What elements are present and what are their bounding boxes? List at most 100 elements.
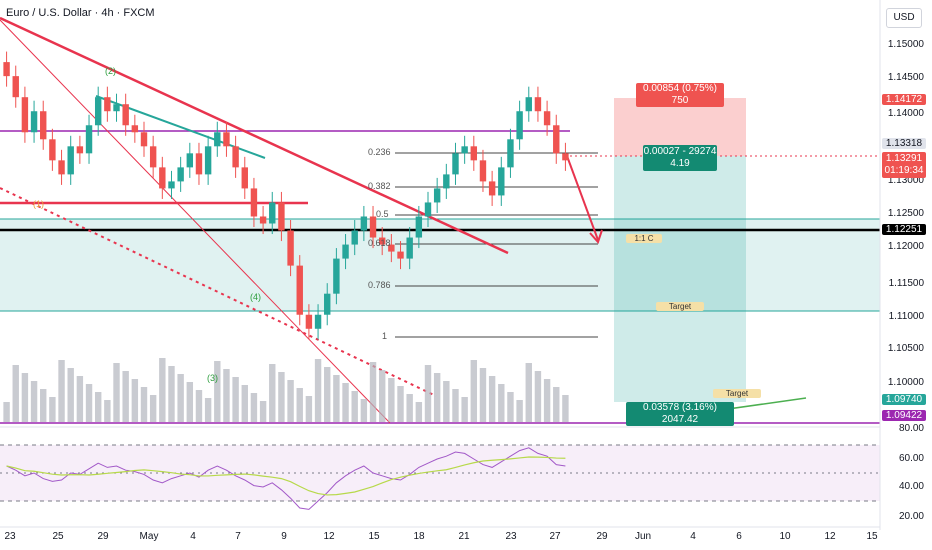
green-trend-line[interactable]: [95, 95, 266, 159]
volume-bar: [204, 398, 212, 422]
volume-bar: [424, 365, 432, 422]
volume-bar: [159, 358, 166, 422]
position-box-label[interactable]: 0.00027 - 29274 4.19: [643, 145, 717, 171]
projection-arrow[interactable]: [566, 155, 599, 241]
price-tick[interactable]: 1.13000: [887, 175, 924, 186]
fib-label: 0.786: [368, 280, 391, 290]
volume-bar: [186, 382, 194, 422]
candle-body: [424, 202, 432, 217]
price-tick[interactable]: 1.11000: [888, 311, 924, 322]
tp-price-tag: 1.14172: [882, 94, 926, 105]
current-price-value: 1.13291: [885, 153, 923, 164]
candle-body: [67, 146, 74, 175]
candle-body: [305, 314, 313, 329]
candle-body: [488, 181, 496, 196]
time-tick: 29: [97, 531, 109, 542]
candle-body: [131, 125, 139, 133]
rsi-line: [6, 447, 566, 510]
time-tick: 18: [413, 531, 425, 542]
volume-bar: [250, 393, 258, 422]
volume-bar: [177, 374, 184, 422]
price-tick[interactable]: 1.10500: [887, 343, 924, 354]
volume-bar: [324, 367, 331, 422]
rsi-tick[interactable]: 80.00: [898, 423, 924, 434]
volume-bar: [443, 381, 450, 422]
volume-bar: [76, 376, 84, 422]
low-b-price-tag: 1.09422: [882, 410, 926, 421]
take-profit-zone: [614, 156, 746, 402]
wave-label: (2): [105, 66, 116, 76]
candle-body: [250, 188, 258, 217]
wave-label: (3): [207, 373, 218, 383]
target-label-2[interactable]: Target: [713, 389, 761, 398]
volume-bar: [214, 361, 221, 422]
candle-body: [223, 132, 230, 147]
volume-bar: [296, 388, 303, 422]
volume-bar: [149, 395, 157, 422]
main-downtrend-line[interactable]: [0, 16, 509, 255]
volume-bar: [333, 375, 340, 422]
volume-bar: [21, 373, 29, 422]
candle-body: [149, 146, 157, 168]
rsi-tick[interactable]: 20.00: [898, 511, 924, 522]
price-tick[interactable]: 1.14000: [887, 108, 924, 119]
candle-body: [159, 167, 166, 189]
price-tick[interactable]: 1.10000: [887, 377, 924, 388]
currency-button[interactable]: USD: [886, 8, 922, 28]
volume-bar: [507, 392, 514, 422]
price-tick[interactable]: 1.12500: [887, 208, 924, 219]
price-tick[interactable]: 1.15000: [887, 39, 924, 50]
wave-label: (4): [250, 292, 261, 302]
candle-body: [562, 153, 569, 161]
candle-body: [241, 167, 248, 189]
candle-body: [186, 153, 194, 168]
volume-bar: [223, 369, 230, 422]
volume-bar: [94, 392, 102, 422]
price-tick[interactable]: 1.14500: [887, 72, 924, 83]
candle-body: [543, 111, 551, 126]
target-label-1[interactable]: Target: [656, 302, 704, 311]
volume-bar: [12, 365, 19, 422]
current-price-tag: 1.13291 01:19:34: [882, 152, 926, 178]
time-tick: 29: [596, 531, 608, 542]
position-ratio-line1: 0.00027 - 29274: [643, 146, 717, 157]
bar-countdown: 01:19:34: [884, 165, 924, 176]
volume-bar: [351, 391, 358, 422]
volume-bar: [388, 378, 395, 422]
steep-trend-line[interactable]: [0, 19, 391, 424]
volume-bar: [269, 364, 276, 422]
candle-body: [433, 188, 441, 203]
chart-title[interactable]: Euro / U.S. Dollar · 4h · FXCM: [6, 7, 155, 19]
low-a-price-tag: 1.09740: [882, 394, 926, 405]
fib-retracement[interactable]: [395, 152, 598, 338]
price-tick[interactable]: 1.12000: [887, 241, 924, 252]
volume-bar: [131, 379, 139, 422]
ratio-label[interactable]: 1:1 C: [626, 234, 662, 243]
volume-bar: [113, 363, 120, 422]
candle-body: [534, 97, 542, 112]
candle-body: [314, 314, 322, 329]
candle-body: [378, 237, 386, 245]
price-tick[interactable]: 1.11500: [888, 278, 924, 289]
time-tick: 12: [824, 531, 836, 542]
target-box-label[interactable]: 0.03578 (3.16%) 2047.42: [626, 402, 734, 426]
rsi-tick[interactable]: 60.00: [898, 453, 924, 464]
volume-bar: [232, 377, 239, 422]
volume-bar: [461, 397, 468, 422]
rsi-tick[interactable]: 40.00: [898, 481, 924, 492]
volume-bar: [543, 379, 551, 422]
volume-bar: [67, 368, 74, 422]
candle-body: [3, 62, 10, 77]
volume-bar: [278, 372, 285, 422]
volume-bar: [58, 360, 65, 422]
volume-bar: [259, 401, 267, 422]
volume-bar: [287, 380, 294, 422]
stop-box-label[interactable]: 0.00854 (0.75%) 750: [636, 83, 724, 107]
candle-body: [287, 230, 294, 266]
candle-body: [516, 111, 523, 140]
candle-body: [12, 76, 19, 98]
candle-body: [452, 153, 459, 175]
volume-bar: [369, 362, 377, 422]
volume-bar: [452, 389, 459, 422]
